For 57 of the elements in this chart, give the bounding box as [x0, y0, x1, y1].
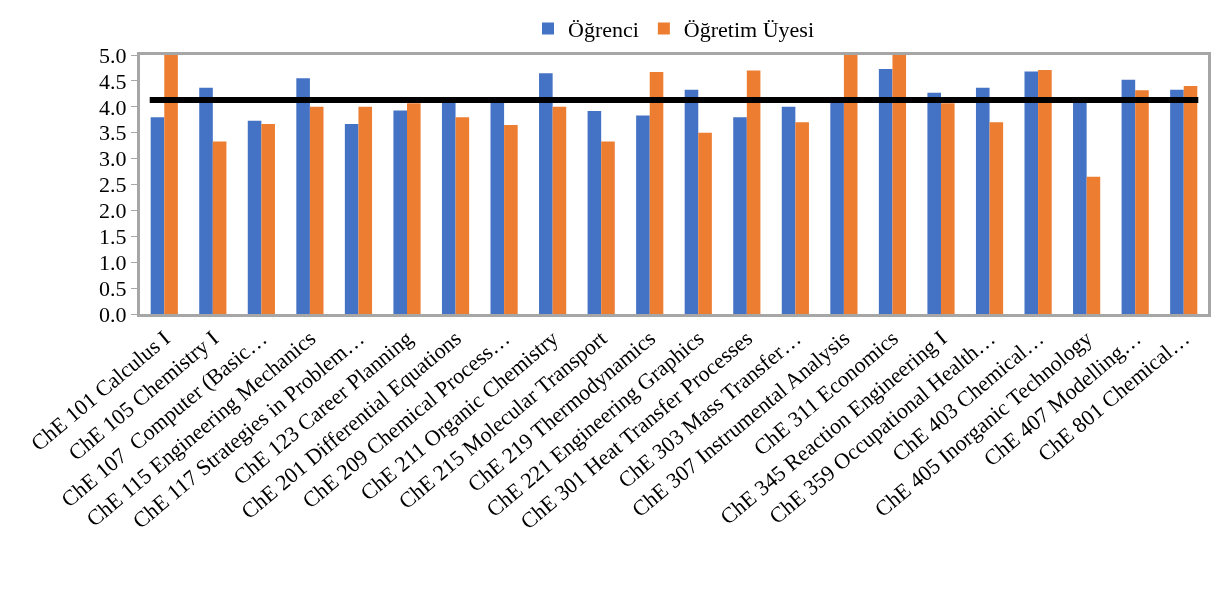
- bar: [989, 122, 1004, 314]
- y-tick-label: 3.5: [99, 120, 127, 146]
- bar: [1038, 70, 1052, 314]
- bar: [636, 115, 650, 314]
- bar: [1073, 101, 1087, 314]
- bar: [393, 110, 407, 314]
- bar: [587, 110, 602, 314]
- y-tick-label: 1.0: [99, 249, 127, 275]
- bar: [247, 120, 262, 314]
- bar: [795, 122, 809, 314]
- y-tick-label: 0.0: [99, 301, 127, 327]
- bar: [490, 101, 505, 314]
- bar: [261, 123, 275, 314]
- y-tick-label: 3.0: [99, 146, 127, 172]
- bar: [358, 106, 373, 314]
- bar: [1135, 90, 1149, 314]
- bar: [649, 72, 664, 314]
- bar: [601, 141, 615, 314]
- bar: [150, 117, 165, 314]
- y-tick-label: 1.5: [99, 224, 127, 249]
- bar: [892, 55, 907, 314]
- bar: [455, 117, 470, 314]
- bar: [344, 123, 359, 314]
- bar: [733, 117, 747, 314]
- y-tick-label: 0.5: [99, 275, 127, 301]
- y-tick-label: 2.5: [99, 172, 127, 198]
- bar: [698, 132, 712, 314]
- bar: [212, 141, 227, 314]
- bar: [199, 87, 213, 314]
- bar: [830, 101, 844, 314]
- bar: [1183, 86, 1198, 314]
- bar: [407, 103, 421, 314]
- y-tick-label: 5.0: [99, 42, 127, 68]
- y-tick-label: 2.0: [99, 198, 127, 224]
- bar: [1086, 176, 1101, 314]
- bar: [441, 101, 456, 314]
- y-tick-label: 4.5: [99, 68, 127, 94]
- bar: [941, 103, 955, 314]
- bar: [1024, 71, 1039, 314]
- bar: [309, 106, 324, 314]
- bar: [1170, 89, 1184, 314]
- bar: [878, 68, 893, 314]
- bar: [927, 92, 941, 314]
- bar: [684, 89, 699, 314]
- bar: [539, 73, 553, 314]
- bar: [843, 55, 858, 314]
- legend-label: Öğrenci: [568, 17, 639, 43]
- bar: [1121, 79, 1136, 314]
- legend-label: Öğretim Üyesi: [683, 17, 815, 43]
- bar: [975, 87, 990, 314]
- bar: [552, 106, 567, 314]
- bar: [296, 78, 310, 314]
- bar: [504, 124, 518, 314]
- bar: [746, 70, 761, 314]
- y-tick-label: 4.0: [99, 94, 127, 120]
- bar: [781, 106, 796, 314]
- bar: [164, 55, 178, 314]
